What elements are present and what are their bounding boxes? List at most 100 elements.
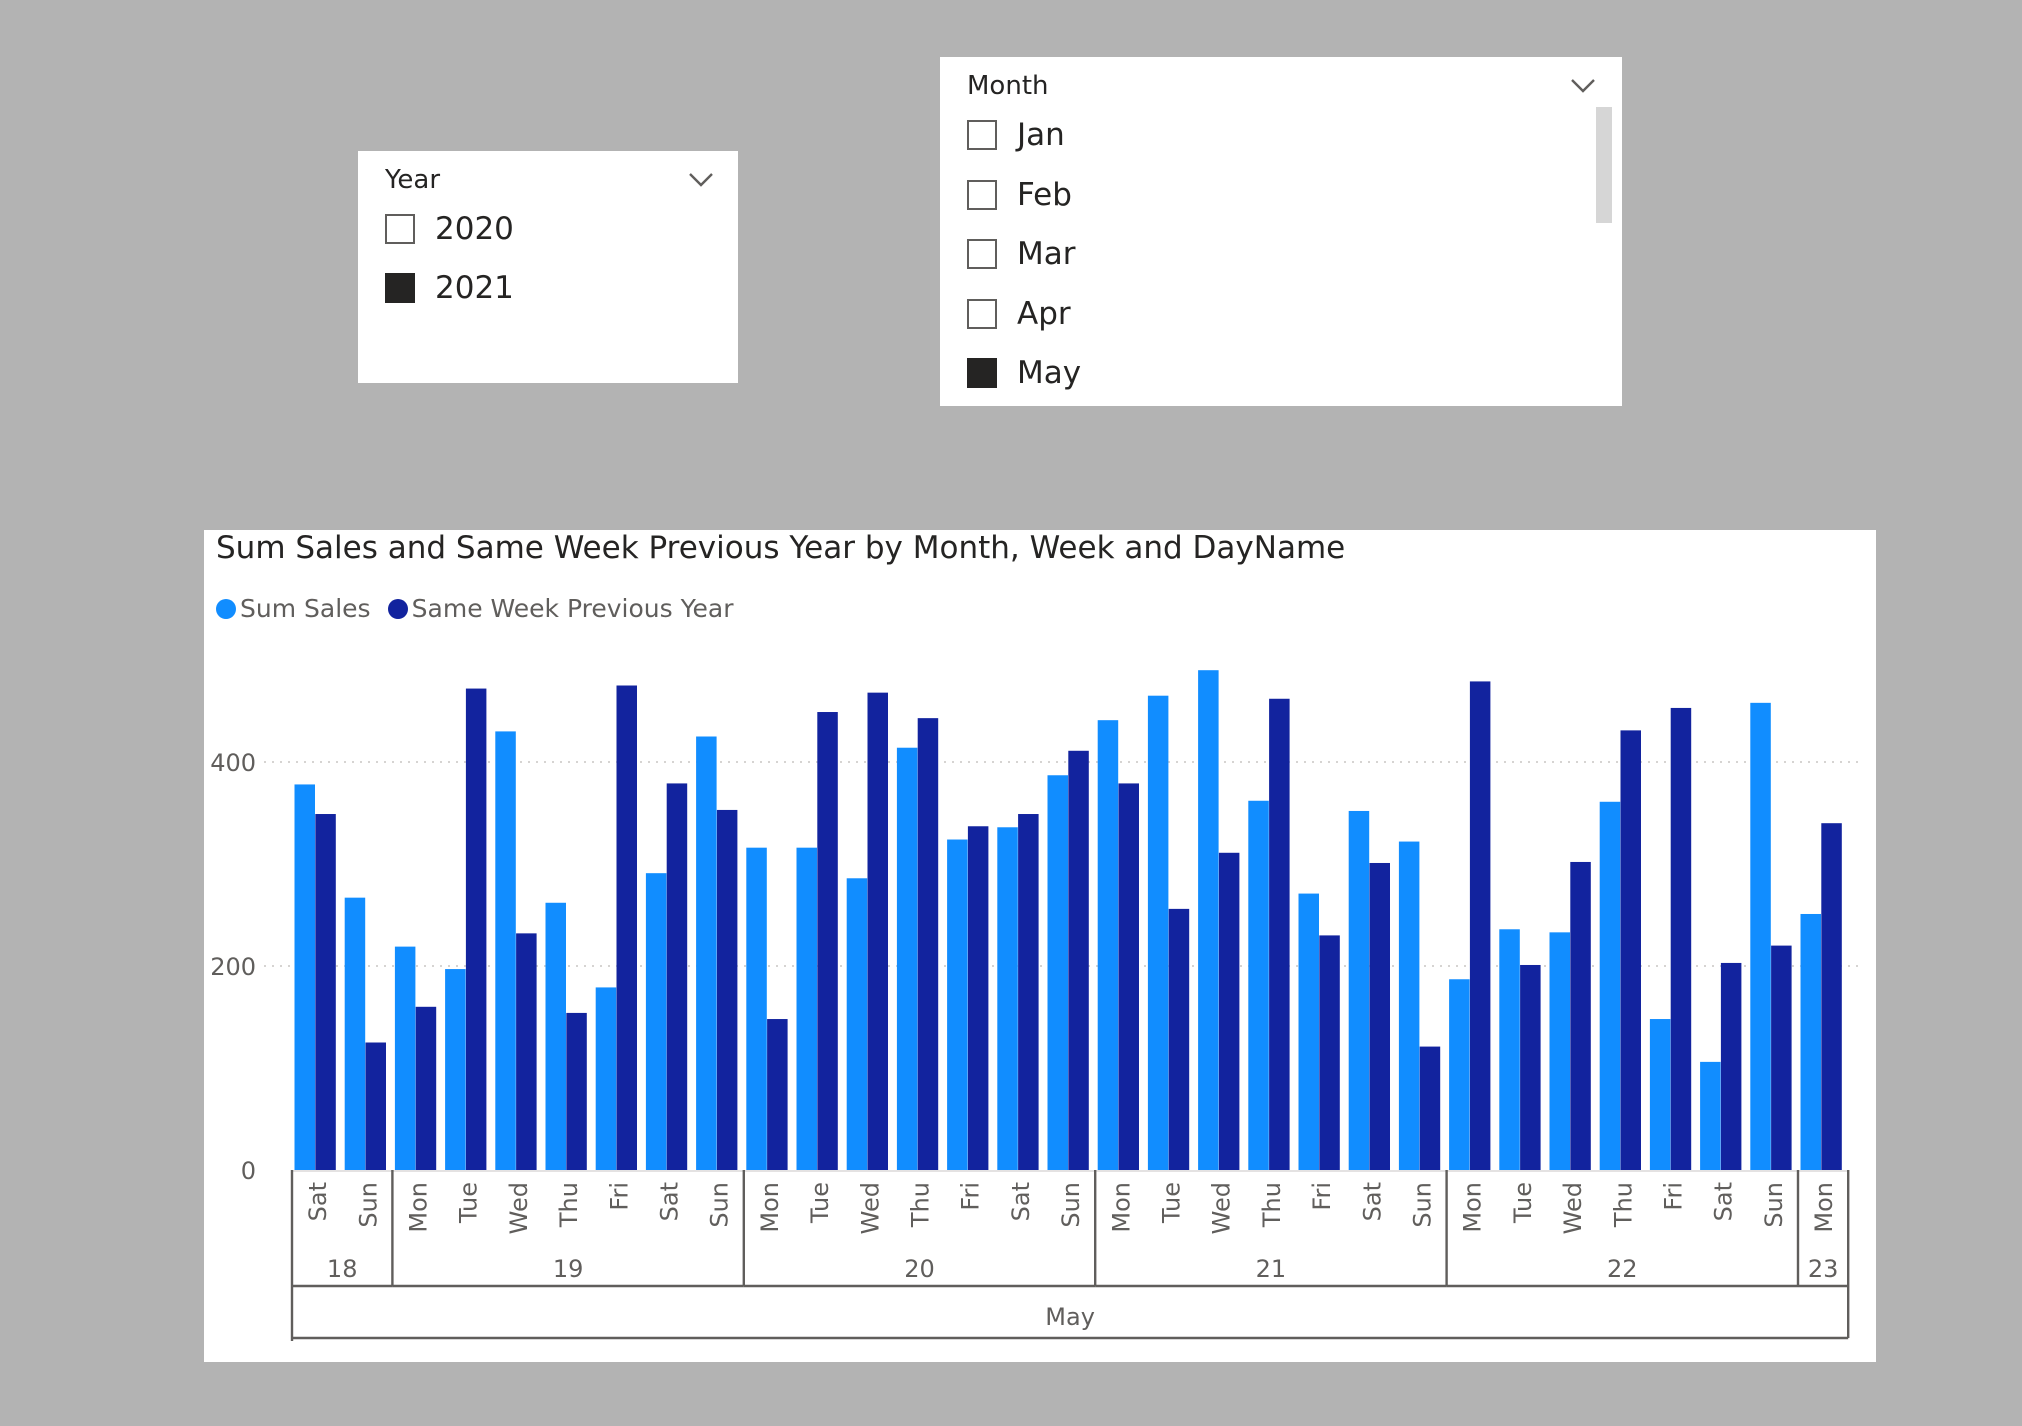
bar-prev-year <box>1319 935 1340 1170</box>
bar-sum-sales <box>1750 702 1771 1170</box>
bar-sum-sales <box>896 747 918 1170</box>
bar-sum-sales <box>947 839 968 1170</box>
y-tick-label: 0 <box>241 1157 256 1185</box>
checkbox[interactable] <box>385 214 415 244</box>
bar-sum-sales <box>294 784 315 1170</box>
checkbox[interactable] <box>967 358 997 388</box>
bar-sum-sales <box>545 902 566 1170</box>
bar-prev-year <box>1168 908 1190 1170</box>
bar-sum-sales <box>1700 1061 1721 1170</box>
x-tick-label: Sat <box>1007 1182 1035 1221</box>
week-label: 21 <box>1256 1255 1287 1283</box>
x-tick-label: Tue <box>455 1182 483 1224</box>
bar-prev-year <box>1369 862 1390 1170</box>
year-item-label: 2020 <box>435 211 514 247</box>
bar-prev-year <box>1469 681 1491 1170</box>
bar-prev-year <box>666 783 688 1170</box>
x-tick-label: Fri <box>1660 1182 1688 1211</box>
x-tick-label: Wed <box>1559 1182 1587 1234</box>
bar-sum-sales <box>1549 932 1570 1170</box>
x-tick-label: Mon <box>1107 1182 1135 1233</box>
bar-prev-year <box>616 685 637 1170</box>
bar-prev-year <box>1821 823 1842 1170</box>
bar-sum-sales <box>394 946 416 1170</box>
bar-sum-sales <box>696 736 717 1170</box>
legend-label: Same Week Previous Year <box>411 594 734 623</box>
bar-prev-year <box>867 692 888 1170</box>
bar-sum-sales <box>495 731 516 1170</box>
bar-sum-sales <box>595 987 617 1170</box>
checkbox[interactable] <box>967 239 997 269</box>
bar-sum-sales <box>1499 929 1520 1170</box>
chevron-down-icon[interactable] <box>1568 73 1598 97</box>
y-tick-label: 200 <box>210 953 256 981</box>
bar-prev-year <box>1269 698 1290 1170</box>
x-tick-label: Wed <box>505 1182 533 1234</box>
bar-prev-year <box>465 688 487 1170</box>
checkbox[interactable] <box>967 120 997 150</box>
x-tick-label: Mon <box>756 1182 784 1233</box>
x-tick-label: Thu <box>555 1182 583 1228</box>
month-item-label: May <box>1017 355 1082 391</box>
x-tick-label: Tue <box>1509 1182 1537 1224</box>
checkbox[interactable] <box>385 273 415 303</box>
bar-prev-year <box>767 1019 788 1170</box>
bar-sum-sales <box>1097 720 1119 1170</box>
bar-prev-year <box>516 933 537 1170</box>
x-tick-label: Mon <box>405 1182 433 1233</box>
x-tick-label: Mon <box>1459 1182 1487 1233</box>
month-item-label: Apr <box>1017 296 1071 332</box>
legend-marker <box>216 598 236 619</box>
year-slicer-title: Year <box>385 165 441 195</box>
x-tick-label: Sun <box>354 1182 382 1228</box>
x-tick-label: Tue <box>1158 1182 1186 1224</box>
legend-marker <box>387 598 408 619</box>
year-slicer: Year 2020 2021 <box>358 151 738 383</box>
bar-prev-year <box>1720 962 1742 1170</box>
x-tick-label: Sun <box>1057 1182 1085 1228</box>
bar-prev-year <box>1218 852 1240 1170</box>
chevron-down-icon[interactable] <box>686 167 716 191</box>
scrollbar[interactable] <box>1596 107 1612 223</box>
x-tick-label: Thu <box>907 1182 935 1228</box>
bar-sum-sales <box>1449 979 1470 1170</box>
bar-prev-year <box>1068 750 1089 1170</box>
x-tick-label: Sat <box>304 1182 332 1221</box>
x-tick-label: Fri <box>957 1182 985 1211</box>
week-label: 18 <box>327 1255 358 1283</box>
bar-prev-year <box>315 814 336 1170</box>
chart-title: Sum Sales and Same Week Previous Year by… <box>216 530 1346 566</box>
chart-card: 0 200 400 Sat Sun Mon Tue Wed Thu Fri Sat Sun Mon Tue… <box>204 530 1876 1362</box>
month-item-label: Mar <box>1017 236 1076 272</box>
x-tick-label: Sun <box>706 1182 734 1228</box>
bar-sum-sales <box>1649 1019 1671 1170</box>
bar-sum-sales <box>1298 893 1319 1170</box>
bar-prev-year <box>1771 945 1792 1170</box>
bar-prev-year <box>1118 783 1139 1170</box>
bar-prev-year <box>415 1006 437 1170</box>
bar-sum-sales <box>846 878 868 1170</box>
x-tick-label: Sat <box>656 1182 684 1221</box>
checkbox[interactable] <box>967 180 997 210</box>
month-label: May <box>1045 1303 1095 1331</box>
legend: Sum Sales Same Week Previous Year <box>216 594 746 626</box>
bar-prev-year <box>716 809 738 1170</box>
year-item-label: 2021 <box>435 270 514 306</box>
bar-sum-sales <box>1198 670 1219 1170</box>
bar-prev-year <box>566 1012 587 1170</box>
bar-prev-year <box>1620 730 1641 1170</box>
bar-sum-sales <box>1147 695 1169 1170</box>
x-tick-label: Wed <box>856 1182 884 1234</box>
week-label: 20 <box>904 1255 935 1283</box>
week-label: 19 <box>553 1255 584 1283</box>
month-item-label: Feb <box>1017 177 1072 213</box>
bar-prev-year <box>1570 861 1591 1170</box>
legend-item-prev-year[interactable]: Same Week Previous Year <box>387 594 734 623</box>
bar-sum-sales <box>1047 775 1068 1170</box>
checkbox[interactable] <box>967 299 997 329</box>
bar-sum-sales <box>1800 913 1821 1170</box>
bar-sum-sales <box>1398 841 1420 1170</box>
x-tick-label: Wed <box>1208 1182 1236 1234</box>
x-tick-label: Tue <box>806 1182 834 1224</box>
legend-item-sum-sales[interactable]: Sum Sales <box>216 594 371 623</box>
